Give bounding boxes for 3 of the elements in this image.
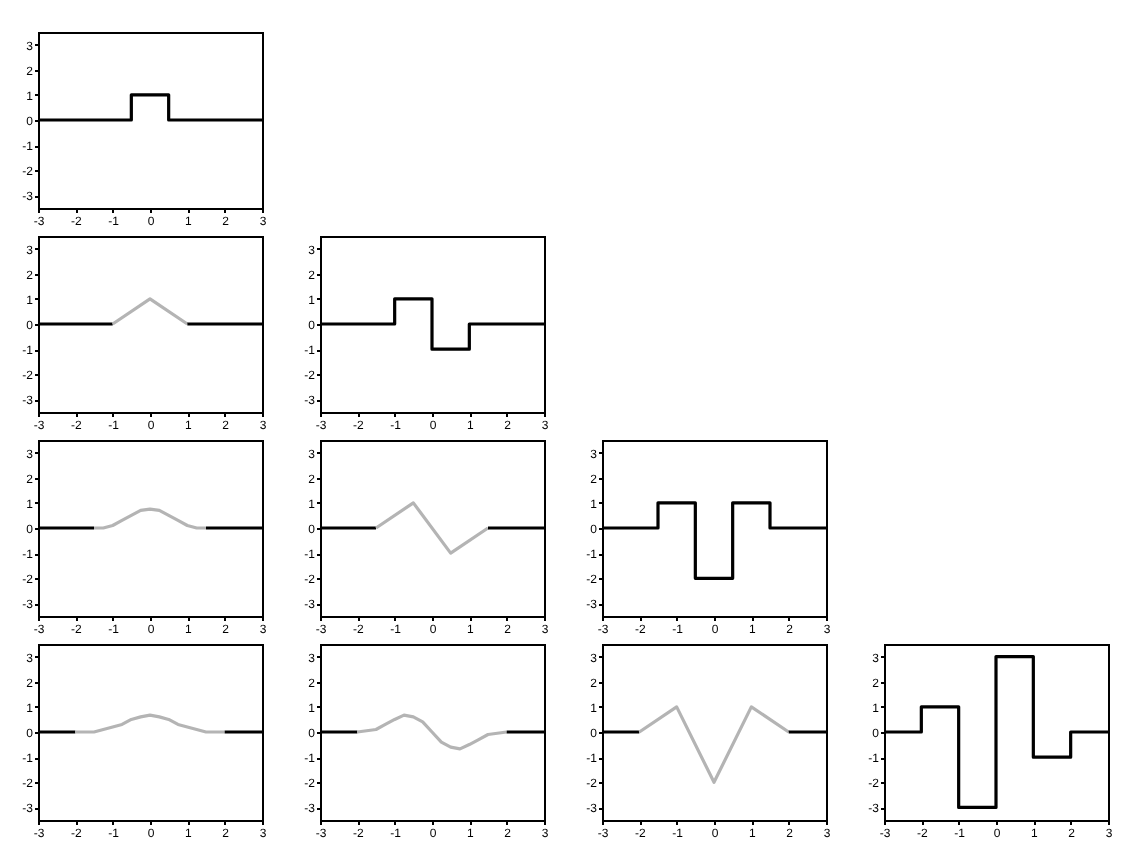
line-series — [73, 713, 227, 734]
line-series — [355, 713, 509, 751]
line-series — [92, 507, 208, 530]
